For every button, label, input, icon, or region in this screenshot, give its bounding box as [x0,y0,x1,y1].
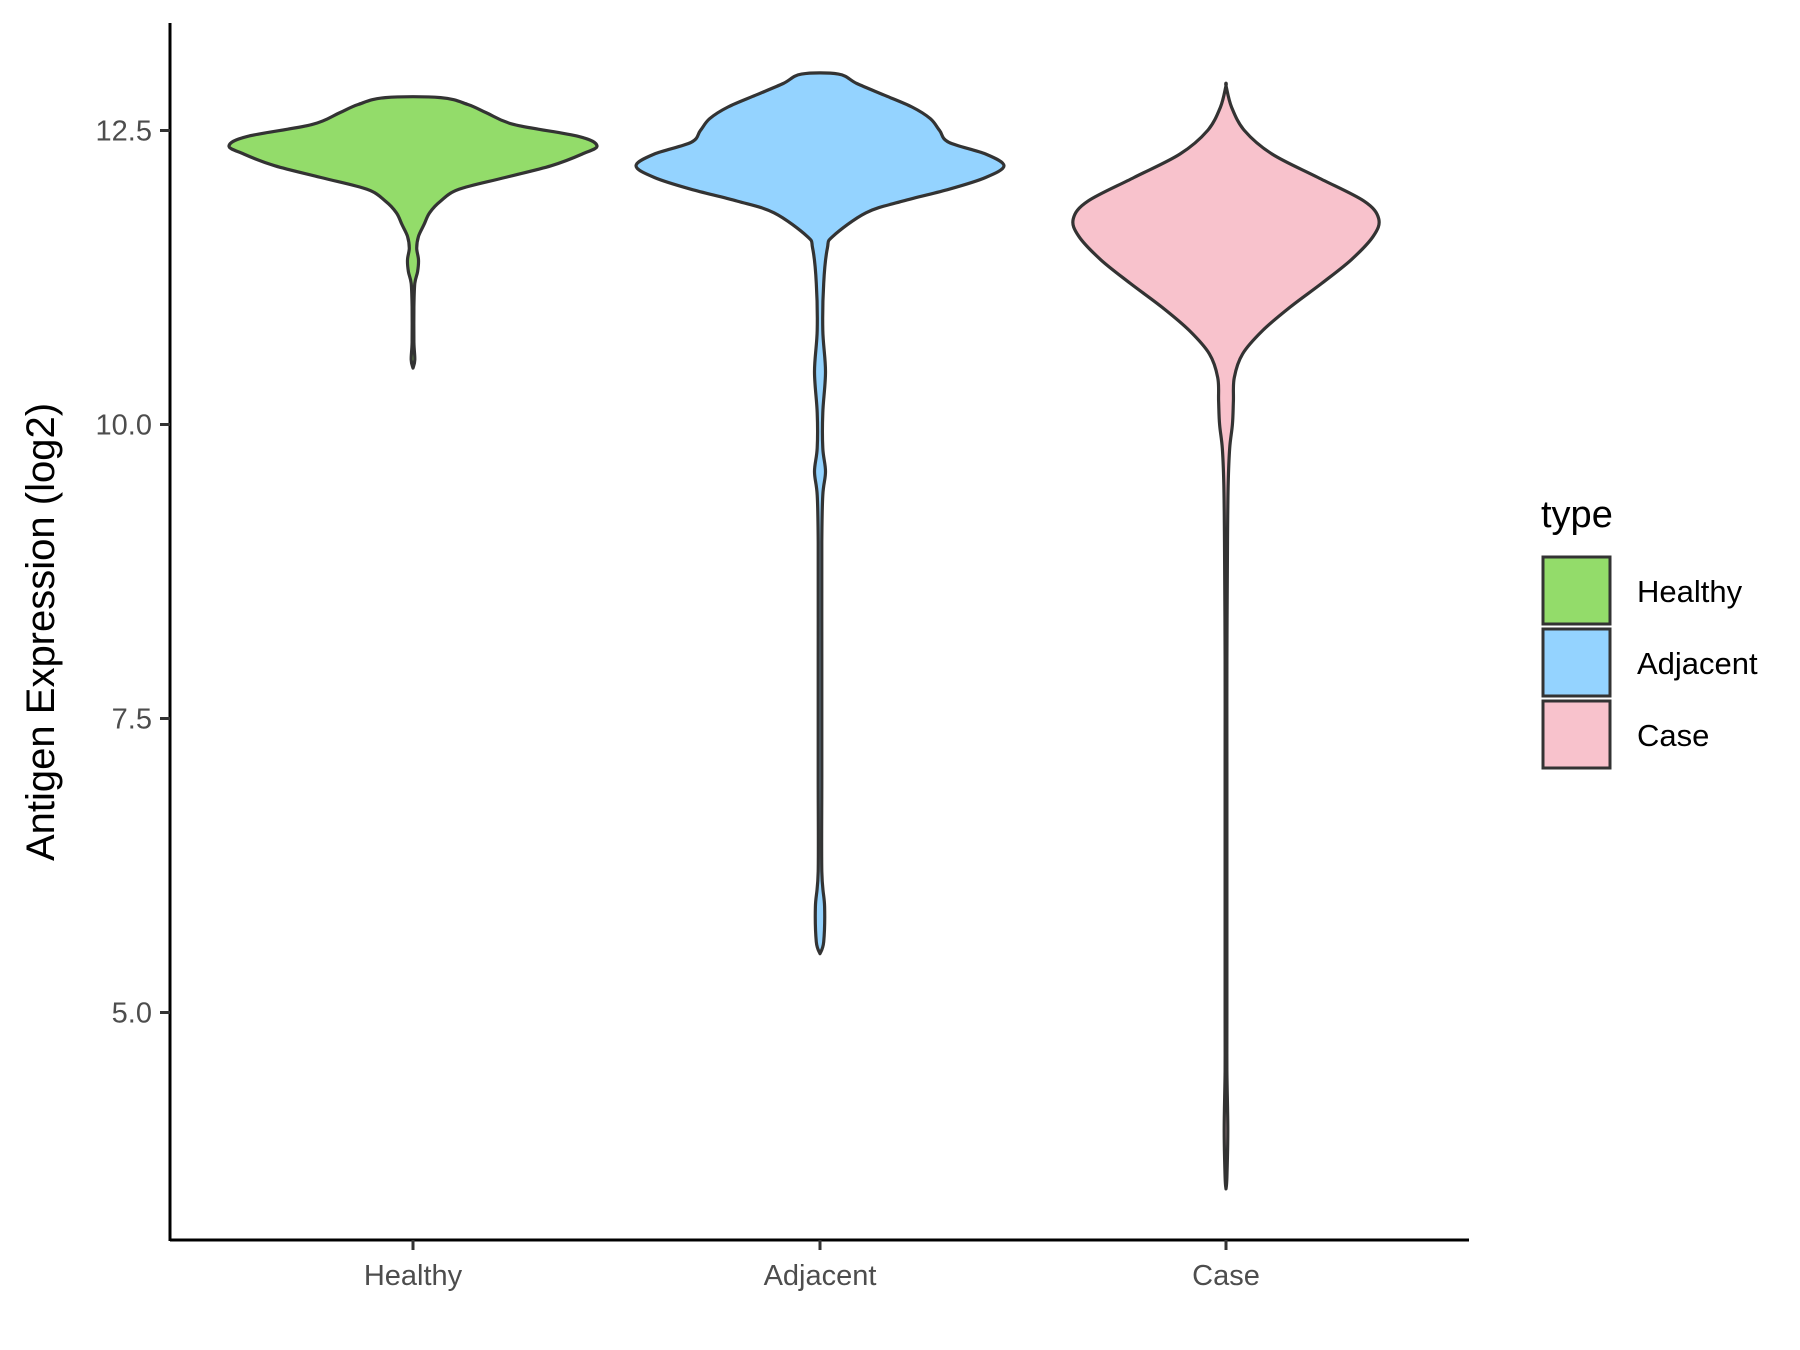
violin-healthy [227,95,599,370]
legend-swatch-case [1541,699,1612,770]
legend-swatch-healthy [1541,555,1612,626]
y-tick-label: 10.0 [96,410,152,442]
x-tick-label: Healthy [364,1260,463,1292]
legend-swatch-adjacent [1541,627,1612,698]
y-axis-title: Antigen Expression (log2) [19,403,63,861]
y-tick-label: 12.5 [96,116,152,148]
x-axis-ticks: Healthy Adjacent Case [364,1240,1260,1292]
x-tick-label: Adjacent [764,1260,877,1292]
x-tick-label: Case [1192,1260,1260,1292]
legend-label-healthy: Healthy [1637,574,1743,609]
legend: type Healthy Adjacent Case [1541,494,1758,770]
violin-adjacent [634,71,1006,956]
legend-label-adjacent: Adjacent [1637,646,1758,681]
y-tick-label: 5.0 [112,998,152,1030]
violin-case [1071,81,1381,1191]
violin-layer [227,71,1381,1191]
legend-label-case: Case [1637,718,1709,753]
y-axis-ticks: 5.0 7.5 10.0 12.5 [96,116,170,1030]
y-tick-label: 7.5 [112,704,152,736]
legend-title: type [1541,494,1613,536]
